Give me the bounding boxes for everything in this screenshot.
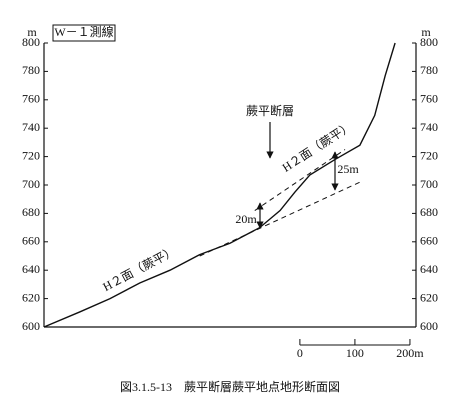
profile-line — [43, 42, 396, 328]
y-tick-label: 700 — [22, 177, 40, 191]
y2-tick-label: 640 — [420, 262, 438, 276]
y2-unit: m — [421, 25, 431, 39]
y2-tick-label: 800 — [420, 35, 438, 49]
y2-tick-label: 600 — [420, 319, 438, 333]
y2-tick-label: 760 — [420, 92, 438, 106]
y-tick-label: 620 — [22, 290, 40, 304]
profile-label: W－１測線 — [54, 24, 113, 39]
y-tick-label: 760 — [22, 92, 40, 106]
y2-tick-label: 680 — [420, 205, 438, 219]
annotation: H２面（蕨平） — [101, 244, 179, 294]
surface-line — [199, 181, 361, 257]
y-tick-label: 800 — [22, 35, 40, 49]
annotation: 20m — [235, 212, 257, 226]
y2-tick-label: 720 — [420, 148, 438, 162]
y-tick-label: 780 — [22, 63, 40, 77]
x-tick-label: 0 — [297, 346, 303, 360]
y2-tick-label: 660 — [420, 234, 438, 248]
annotation: 蕨平断層 — [246, 103, 294, 118]
label-box — [52, 24, 116, 42]
y-tick-label: 720 — [22, 148, 40, 162]
y-tick-label: 660 — [22, 234, 40, 248]
caption: 図3.1.5-13 蕨平断層蕨平地点地形断面図 — [120, 379, 340, 394]
y2-tick-label: 620 — [420, 290, 438, 304]
y2-tick-label: 780 — [420, 63, 438, 77]
y-tick-label: 600 — [22, 319, 40, 333]
y2-tick-label: 740 — [420, 120, 438, 134]
y-unit: m — [27, 25, 37, 39]
y-tick-label: 680 — [22, 205, 40, 219]
annotation: 25m — [337, 162, 359, 176]
x-tick-label: 100 — [346, 346, 364, 360]
surface-line — [254, 149, 346, 211]
y-tick-label: 740 — [22, 120, 40, 134]
y2-tick-label: 700 — [420, 177, 438, 191]
x-tick-label: 200m — [396, 346, 424, 360]
y-tick-label: 640 — [22, 262, 40, 276]
